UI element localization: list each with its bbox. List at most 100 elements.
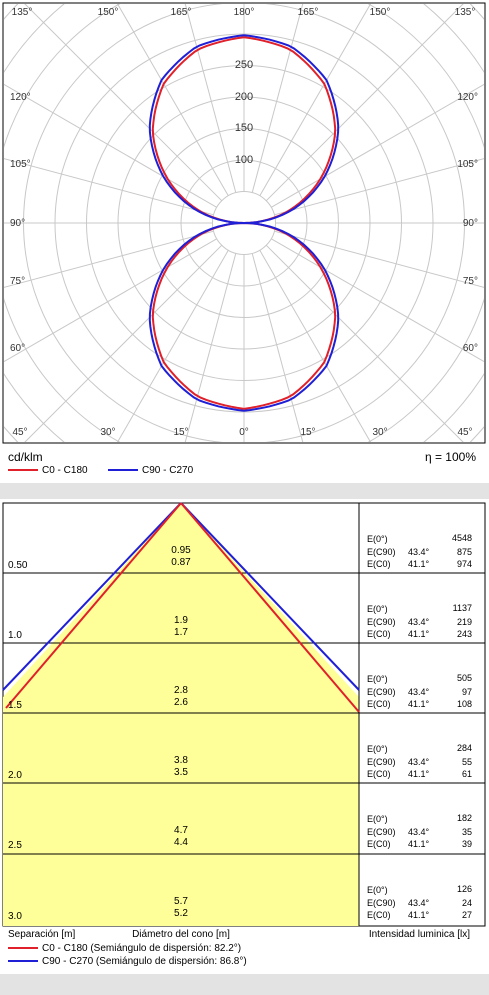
diameter-c90-value: 0.95	[171, 545, 191, 556]
ec0-value: 61	[462, 769, 472, 779]
polar-grid-spoke	[259, 250, 372, 442]
polar-grid-spoke	[117, 250, 229, 442]
ec90-value: 97	[462, 687, 472, 697]
ec0-label: E(C0)	[367, 839, 391, 849]
ec0-angle: 41.1°	[408, 559, 430, 569]
e0-value: 505	[457, 673, 472, 683]
ec90-value: 875	[457, 547, 472, 557]
radial-label: 200	[235, 91, 253, 103]
angle-label-bottom: 15°	[300, 427, 315, 438]
polar-grid-spoke	[4, 158, 214, 216]
ec0-label: E(C0)	[367, 910, 391, 920]
ec0-label: E(C0)	[367, 769, 391, 779]
angle-label-top: 165°	[171, 7, 192, 18]
ec0-label: E(C0)	[367, 559, 391, 569]
angle-label-left: 105°	[10, 159, 31, 170]
angle-label-left: 90°	[10, 218, 25, 229]
diameter-c0-value: 5.2	[174, 908, 188, 919]
polar-grid-spoke	[271, 238, 484, 363]
angle-label-bottom: 45°	[457, 427, 472, 438]
cone-edge-c90-left	[2, 502, 182, 691]
cone-legend-label-c0: C0 - C180 (Semiángulo de dispersión: 82.…	[42, 943, 241, 954]
polar-grid-spoke	[251, 4, 304, 193]
angle-label-right: 75°	[463, 276, 478, 287]
ec0-angle: 41.1°	[408, 910, 430, 920]
angle-label-top: 165°	[298, 7, 319, 18]
diameter-c0-value: 4.4	[174, 837, 188, 848]
polar-grid-spoke	[24, 244, 223, 442]
e0-label: E(0°)	[367, 674, 388, 684]
separation-value: 3.0	[8, 911, 22, 922]
angle-label-bottom: 30°	[372, 427, 387, 438]
radial-label: 150	[235, 122, 253, 134]
angle-label-top: 180°	[234, 7, 255, 18]
polar-grid-spoke	[251, 253, 304, 442]
section-divider	[0, 483, 489, 499]
radial-label: 100	[235, 154, 253, 166]
ec0-value: 108	[457, 699, 472, 709]
angle-label-bottom: 45°	[12, 427, 27, 438]
ec90-label: E(C90)	[367, 898, 396, 908]
angle-label-bottom: 15°	[173, 427, 188, 438]
e0-value: 126	[457, 884, 472, 894]
ec90-value: 219	[457, 617, 472, 627]
ec0-value: 39	[462, 839, 472, 849]
ec0-value: 27	[462, 910, 472, 920]
ec0-label: E(C0)	[367, 629, 391, 639]
polar-grid-spoke	[265, 4, 464, 202]
diameter-c90-value: 5.7	[174, 896, 188, 907]
angle-label-right: 120°	[457, 92, 478, 103]
ec90-angle: 43.4°	[408, 898, 430, 908]
radial-label: 250	[235, 59, 253, 71]
ec0-angle: 41.1°	[408, 769, 430, 779]
e0-label: E(0°)	[367, 885, 388, 895]
angle-label-right: 90°	[463, 218, 478, 229]
separation-value: 0.50	[8, 560, 28, 571]
ec90-label: E(C90)	[367, 827, 396, 837]
diameter-c90-value: 2.8	[174, 685, 188, 696]
e0-value: 1137	[453, 603, 472, 613]
separation-value: 1.0	[8, 630, 22, 641]
diameter-c0-value: 0.87	[171, 557, 191, 568]
cone-edge-c0-right	[180, 502, 360, 713]
ec90-label: E(C90)	[367, 757, 396, 767]
ec0-angle: 41.1°	[408, 839, 430, 849]
separation-value: 2.5	[8, 840, 22, 851]
legend-label-c0: C0 - C180	[42, 465, 88, 476]
polar-grid-spoke	[117, 4, 229, 196]
e0-label: E(0°)	[367, 534, 388, 544]
bottom-bar	[0, 974, 489, 995]
diameter-c90-value: 1.9	[174, 615, 188, 626]
ec0-value: 974	[457, 559, 472, 569]
angle-label-right: 105°	[457, 159, 478, 170]
diameter-c0-value: 2.6	[174, 697, 188, 708]
polar-grid-spoke	[259, 4, 372, 196]
angle-label-left: 75°	[10, 276, 25, 287]
e0-value: 4548	[452, 533, 472, 543]
diameter-c90-value: 4.7	[174, 825, 188, 836]
polar-grid-spoke	[24, 4, 223, 202]
ec90-label: E(C90)	[367, 617, 396, 627]
angle-label-bottom: 30°	[100, 427, 115, 438]
angle-label-top: 135°	[12, 7, 33, 18]
ec90-value: 24	[462, 898, 472, 908]
polar-grid-spoke	[184, 253, 237, 442]
polar-curves	[148, 34, 340, 412]
cone-legend-label-c90: C90 - C270 (Semiángulo de dispersión: 86…	[42, 956, 247, 967]
diameter-c0-value: 1.7	[174, 627, 188, 638]
e0-label: E(0°)	[367, 604, 388, 614]
ec0-angle: 41.1°	[408, 629, 430, 639]
polar-grid-spoke	[4, 83, 217, 208]
ec90-angle: 43.4°	[408, 617, 430, 627]
cone-chart	[2, 502, 486, 927]
unit-label: cd/klm	[8, 450, 43, 464]
polar-grid-spoke	[184, 4, 237, 193]
ec90-angle: 43.4°	[408, 827, 430, 837]
angle-label-bottom: 0°	[239, 427, 249, 438]
e0-value: 182	[457, 813, 472, 823]
polar-grid-spoke	[4, 238, 217, 363]
diameter-c90-value: 3.8	[174, 755, 188, 766]
cone-edge-c0-left	[5, 502, 182, 709]
diameter-c0-value: 3.5	[174, 767, 188, 778]
ec0-value: 243	[457, 629, 472, 639]
